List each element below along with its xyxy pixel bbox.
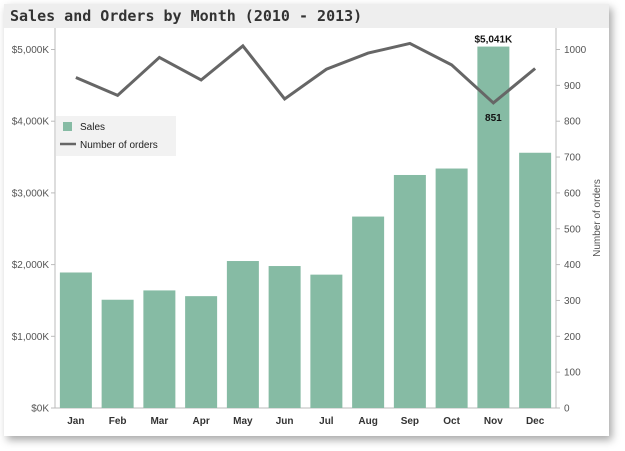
x-tick-label: Mar bbox=[150, 416, 168, 427]
right-tick-label: 400 bbox=[564, 260, 581, 271]
left-tick-label: $4,000K bbox=[12, 117, 50, 128]
bar-mar bbox=[143, 290, 176, 408]
left-tick-label: $1,000K bbox=[12, 332, 50, 343]
right-tick-label: 900 bbox=[564, 81, 581, 92]
bar-aug bbox=[352, 216, 385, 408]
left-tick-label: $0K bbox=[31, 404, 49, 415]
orders-line bbox=[75, 41, 537, 105]
bar-oct bbox=[435, 168, 468, 408]
bar-nov bbox=[477, 46, 510, 408]
bar-feb bbox=[101, 299, 134, 408]
x-tick-label: Jun bbox=[276, 416, 294, 427]
chart-svg: $0K $1,000K $2,000K $3,000K $4,000K $5,000K 0 1… bbox=[12, 28, 603, 427]
right-tick-label: 800 bbox=[564, 117, 581, 128]
legend-label-sales: Sales bbox=[80, 122, 105, 133]
bar-jan bbox=[59, 272, 92, 408]
x-tick-label: Feb bbox=[109, 416, 127, 427]
x-tick-label: Dec bbox=[526, 416, 545, 427]
x-tick-label: Apr bbox=[193, 416, 210, 427]
bar-apr bbox=[185, 296, 218, 408]
data-label: $5,041K bbox=[474, 35, 513, 46]
right-tick-label: 0 bbox=[564, 404, 570, 415]
bar-may bbox=[226, 261, 259, 408]
chart-card: Sales and Orders by Month (2010 - 2013) … bbox=[4, 4, 609, 436]
x-tick-label: Sep bbox=[401, 416, 419, 427]
x-tick-label: Aug bbox=[358, 416, 377, 427]
x-tick-label: Jan bbox=[67, 416, 84, 427]
right-tick-label: 300 bbox=[564, 296, 581, 307]
right-tick-label: 100 bbox=[564, 368, 581, 379]
x-tick-label: Oct bbox=[443, 416, 460, 427]
legend-swatch-sales bbox=[63, 122, 72, 131]
right-tick-label: 200 bbox=[564, 332, 581, 343]
right-axis-title: Number of orders bbox=[592, 179, 603, 257]
legend-box bbox=[56, 116, 176, 156]
left-tick-label: $3,000K bbox=[12, 188, 50, 199]
bar-sep bbox=[393, 174, 426, 408]
chart-title: Sales and Orders by Month (2010 - 2013) bbox=[10, 7, 363, 25]
x-tick-label: Jul bbox=[319, 416, 334, 427]
bar-jul bbox=[310, 274, 343, 408]
data-label: 851 bbox=[485, 113, 502, 124]
bar-jun bbox=[268, 266, 301, 408]
right-tick-label: 1000 bbox=[564, 45, 587, 56]
x-tick-label: Nov bbox=[484, 416, 503, 427]
x-tick-label: May bbox=[233, 416, 253, 427]
legend-label-orders: Number of orders bbox=[80, 140, 158, 151]
left-tick-label: $5,000K bbox=[12, 45, 50, 56]
right-tick-label: 500 bbox=[564, 224, 581, 235]
title-bar: Sales and Orders by Month (2010 - 2013) bbox=[4, 4, 609, 28]
bar-dec bbox=[519, 152, 552, 408]
right-tick-label: 600 bbox=[564, 188, 581, 199]
left-tick-label: $2,000K bbox=[12, 260, 50, 271]
right-tick-label: 700 bbox=[564, 153, 581, 164]
